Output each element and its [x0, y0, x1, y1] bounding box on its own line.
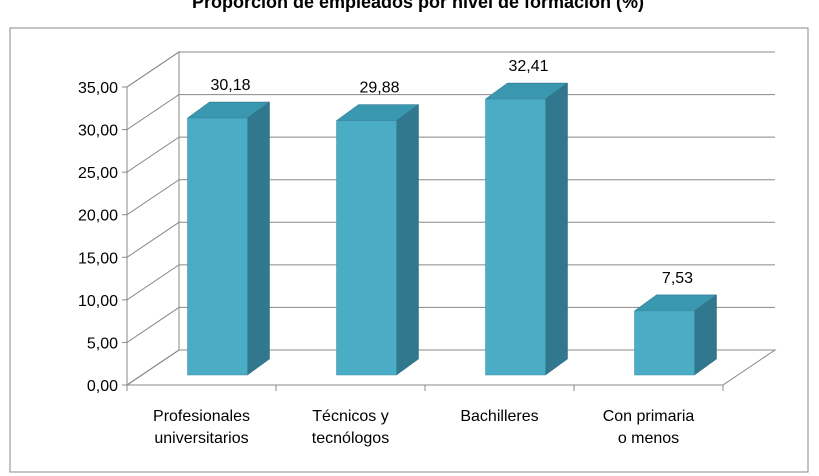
- grid-line: [126, 349, 775, 386]
- grid-line: [126, 94, 775, 130]
- bar-side: [396, 104, 419, 376]
- y-tick-label: 10,00: [78, 293, 118, 310]
- chart-title: Proporción de empleados por nivel de for…: [192, 0, 644, 12]
- data-label: 7,53: [662, 270, 693, 287]
- x-tick-label: Bachilleres: [460, 408, 538, 425]
- grid-line: [126, 136, 775, 173]
- data-label: 32,41: [508, 58, 548, 75]
- y-tick-label: 0,00: [87, 378, 118, 395]
- y-tick-label: 5,00: [87, 335, 118, 352]
- grid-line: [126, 179, 775, 216]
- grid-line: [126, 306, 775, 343]
- y-tick-label: 20,00: [78, 208, 118, 225]
- bar-side: [247, 101, 270, 376]
- grid-line: [126, 221, 775, 258]
- grid-line: [126, 51, 775, 88]
- y-tick-label: 15,00: [78, 250, 118, 267]
- y-tick-label: 30,00: [78, 123, 118, 140]
- x-tick-label: Profesionales universitarios: [153, 408, 250, 447]
- y-tick-label: 35,00: [78, 80, 118, 97]
- x-tick-label: Con primaria o menos: [603, 408, 695, 447]
- bar-side: [545, 82, 568, 376]
- y-tick-label: 25,00: [78, 165, 118, 182]
- grid-line: [126, 264, 775, 301]
- bar: [634, 310, 695, 376]
- bar: [336, 120, 397, 376]
- data-label: 29,88: [359, 80, 399, 97]
- bar: [187, 117, 248, 376]
- data-label: 30,18: [210, 77, 250, 94]
- bar: [485, 98, 546, 376]
- x-tick-label: Técnicos y tecnólogos: [312, 408, 389, 447]
